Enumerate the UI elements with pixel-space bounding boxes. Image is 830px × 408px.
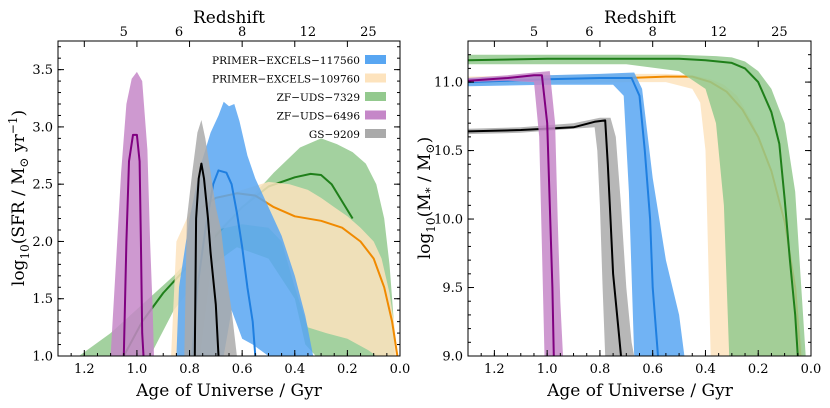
- sfr-x-axis-title: Age of Universe / Gyr: [135, 381, 323, 401]
- y-tick-label: 10.5: [434, 144, 463, 159]
- redshift-tick-label: 25: [360, 25, 377, 40]
- y-tick-label: 11.0: [434, 76, 463, 91]
- y-tick-label: 3.0: [32, 120, 53, 135]
- y-tick-label: 10.0: [434, 213, 463, 228]
- legend-label: PRIMER−EXCELS−117560: [212, 55, 360, 67]
- legend-label: ZF−UDS−6496: [277, 111, 361, 123]
- mass-top-axis-title: Redshift: [604, 8, 676, 28]
- median-primer-excels-117560: [468, 77, 659, 356]
- band-zf-uds-6496: [110, 71, 154, 356]
- redshift-tick-label: 25: [771, 25, 788, 40]
- x-tick-label: 1.0: [537, 362, 558, 377]
- legend-label: PRIMER−EXCELS−109760: [212, 74, 360, 86]
- legend-swatch: [365, 55, 386, 64]
- redshift-tick-label: 12: [710, 25, 727, 40]
- x-tick-label: 0.4: [695, 362, 716, 377]
- x-tick-label: 0.0: [801, 362, 822, 377]
- sfr-y-axis-title: log10(SFR / M⊙ yr−1): [6, 110, 32, 286]
- x-tick-label: 1.0: [127, 362, 148, 377]
- y-tick-label: 1.0: [32, 350, 53, 365]
- sfr-panel: 1.2 1.0 0.8 0.6 0.4 0.2 0.0 1.0 1.5 2.0 2.5 3.0 3.5 5…: [6, 8, 410, 401]
- mass-panel: 1.2 1.0 0.8 0.6 0.4 0.2 0.0 9.0 9.5 10.0 10.5 11.0 5…: [415, 8, 821, 401]
- x-tick-label: 1.2: [484, 362, 505, 377]
- median-zf-uds-6496: [468, 74, 555, 356]
- y-tick-label: 2.5: [32, 178, 53, 193]
- sfr-ticks: 1.2 1.0 0.8 0.6 0.4 0.2 0.0 1.0 1.5 2.0 2.5 3.0 3.5 5…: [32, 25, 410, 377]
- x-tick-label: 0.2: [337, 362, 358, 377]
- y-tick-label: 9.5: [442, 281, 463, 296]
- legend-swatch: [365, 73, 386, 83]
- redshift-tick-label: 8: [649, 25, 657, 40]
- x-tick-label: 1.2: [74, 362, 95, 377]
- x-tick-label: 0.6: [232, 362, 253, 377]
- mass-series-group: [468, 54, 806, 356]
- sfr-top-axis-title: Redshift: [193, 8, 265, 28]
- legend-swatch: [365, 129, 386, 138]
- y-tick-label: 2.0: [32, 235, 53, 250]
- y-tick-label: 1.5: [32, 292, 53, 307]
- redshift-tick-label: 12: [300, 25, 317, 40]
- mass-y-axis-title: log10(M* / M⊙): [415, 137, 438, 260]
- x-tick-label: 0.8: [590, 362, 611, 377]
- x-tick-label: 0.4: [284, 362, 305, 377]
- x-tick-label: 0.8: [179, 362, 200, 377]
- x-tick-label: 0.2: [748, 362, 769, 377]
- band-primer-excels-117560: [468, 72, 685, 356]
- band-gs-9209: [468, 117, 635, 356]
- median-zf-uds-7329: [468, 57, 799, 356]
- redshift-tick-label: 6: [585, 25, 593, 40]
- sfr-legend: PRIMER−EXCELS−117560 PRIMER−EXCELS−109760…: [212, 55, 386, 141]
- legend-label: ZF−UDS−7329: [277, 92, 360, 104]
- legend-swatch: [365, 92, 386, 101]
- x-tick-label: 0.6: [642, 362, 663, 377]
- mass-x-axis-title: Age of Universe / Gyr: [546, 381, 734, 401]
- band-zf-uds-6496: [468, 71, 563, 356]
- band-zf-uds-7329: [468, 54, 806, 356]
- x-tick-label: 0.0: [390, 362, 411, 377]
- band-gs-9209: [184, 120, 237, 356]
- sfr-series-group: [79, 71, 399, 356]
- redshift-tick-label: 5: [120, 25, 128, 40]
- y-tick-label: 3.5: [32, 63, 53, 78]
- median-zf-uds-6496: [122, 133, 145, 356]
- redshift-tick-label: 6: [175, 25, 183, 40]
- redshift-tick-label: 8: [238, 25, 246, 40]
- legend-swatch: [365, 110, 386, 120]
- y-tick-label: 9.0: [442, 350, 463, 365]
- legend-label: GS−9209: [309, 129, 360, 141]
- redshift-tick-label: 5: [530, 25, 538, 40]
- median-gs-9209: [193, 162, 220, 356]
- mass-ticks: 1.2 1.0 0.8 0.6 0.4 0.2 0.0 9.0 9.5 10.0 10.5 11.0 5…: [434, 25, 821, 377]
